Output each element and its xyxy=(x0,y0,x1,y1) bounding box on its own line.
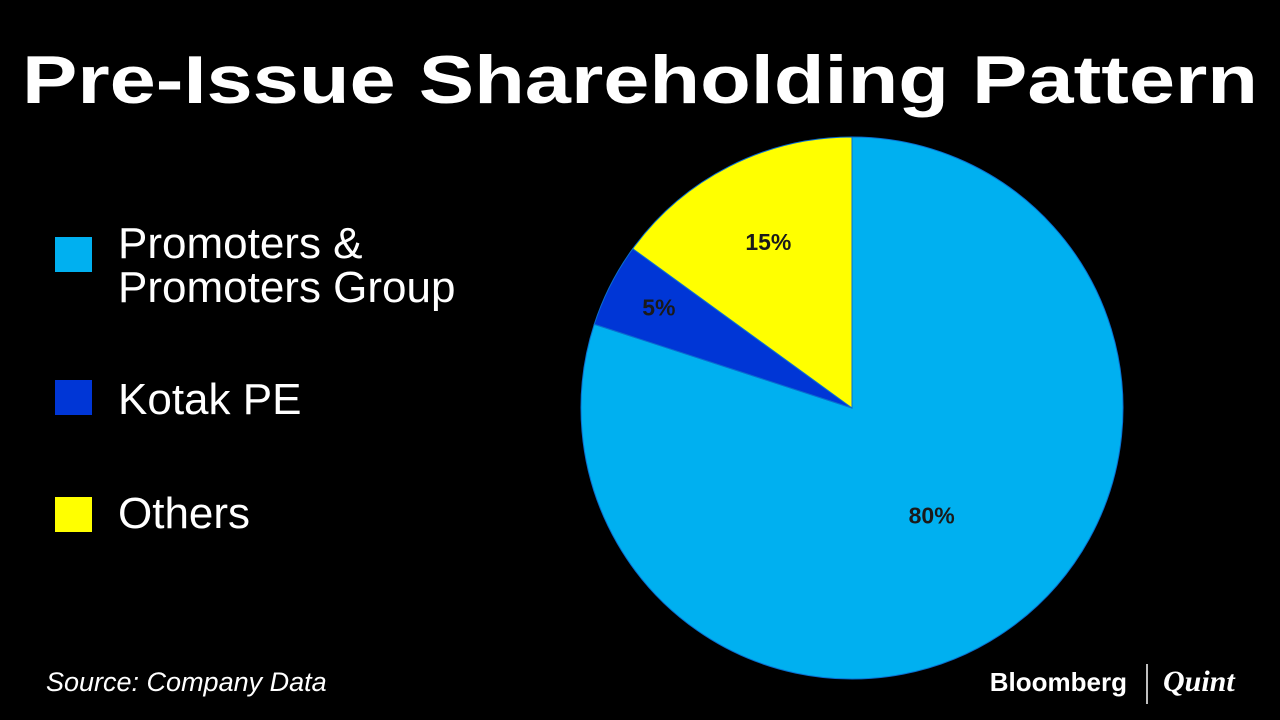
pie-slice xyxy=(632,136,853,409)
legend-swatch xyxy=(55,497,92,532)
legend-label: Kotak PE xyxy=(118,378,302,424)
legend-swatch xyxy=(55,237,92,272)
legend-label: Promoters & Promoters Group xyxy=(118,222,456,312)
source-note: Source: Company Data xyxy=(46,667,327,697)
chart-title: Pre-Issue Shareholding Pattern xyxy=(22,42,1258,118)
data-label: 15% xyxy=(745,229,791,255)
pie: 80% 5% 15% xyxy=(580,136,1124,680)
legend-item: Promoters & Promoters Group xyxy=(118,222,456,312)
legend-item: Others xyxy=(118,492,251,538)
data-label: 5% xyxy=(642,295,675,321)
legend: Promoters & Promoters Group Kotak PE Other… xyxy=(55,222,456,538)
data-label: 80% xyxy=(909,503,955,529)
legend-item: Kotak PE xyxy=(118,378,302,424)
legend-label: Others xyxy=(118,492,251,538)
brand-left: Bloomberg xyxy=(990,667,1127,697)
legend-swatch xyxy=(55,380,92,415)
brand-right: Quint xyxy=(1163,665,1236,698)
